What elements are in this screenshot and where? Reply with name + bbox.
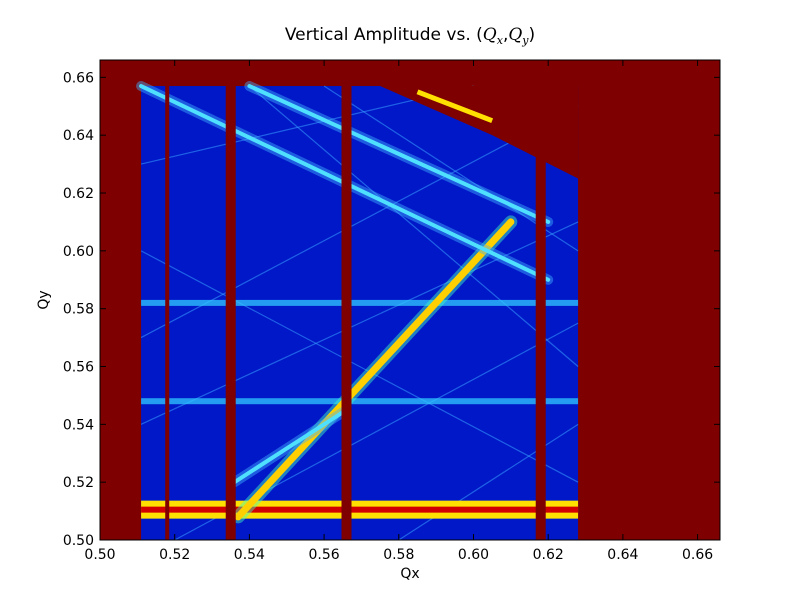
chart-title-sep: , — [503, 25, 508, 45]
x-tick-label: 0.50 — [84, 547, 115, 563]
y-axis-label: Qy — [36, 290, 52, 309]
y-tick-label: 0.60 — [63, 244, 94, 260]
y-tick-label: 0.50 — [63, 533, 94, 549]
chart-title-prefix: Vertical Amplitude vs. ( — [285, 25, 483, 45]
plot-area — [100, 60, 720, 540]
x-tick-label: 0.58 — [383, 547, 414, 563]
faint-resonance-line — [249, 85, 579, 367]
diagonal-band — [232, 407, 349, 485]
x-tick-label: 0.52 — [159, 547, 190, 563]
diagonal-band — [234, 218, 515, 521]
plot-frame — [99, 59, 721, 541]
y-tick-label: 0.52 — [63, 475, 94, 491]
y-tick-label: 0.58 — [63, 302, 94, 318]
y-tick-label: 0.56 — [63, 360, 94, 376]
faint-resonance-line — [140, 105, 579, 339]
chart-title-suffix: ) — [529, 25, 536, 45]
horizontal-band — [141, 299, 579, 306]
x-tick-label: 0.54 — [234, 547, 265, 563]
y-tick-label: 0.66 — [63, 70, 94, 86]
chart-title: Vertical Amplitude vs. (Qx,Qy) — [285, 25, 535, 47]
chart-title-qy-sub: y — [521, 34, 529, 47]
x-axis-label: Qx — [400, 566, 419, 582]
chart-title-qx-sub: x — [497, 34, 504, 47]
horizontal-band — [141, 398, 579, 405]
x-axis-ticks: 0.50 0.52 0.54 0.56 0.58 0.60 0.62 0.64 0.66 — [84, 60, 713, 563]
faint-resonance-line — [140, 250, 579, 483]
chart-title-qy: Q — [508, 25, 522, 45]
y-tick-label: 0.54 — [63, 417, 94, 433]
horizontal-band — [141, 506, 579, 513]
x-tick-label: 0.56 — [309, 547, 340, 563]
y-tick-label: 0.64 — [63, 128, 94, 144]
x-tick-label: 0.66 — [682, 547, 713, 563]
diagonal-band — [247, 84, 551, 224]
x-tick-label: 0.64 — [607, 547, 638, 563]
corner-hot-band — [416, 89, 494, 124]
chart-title-qx: Q — [483, 25, 497, 45]
y-axis-ticks: 0.50 0.52 0.54 0.56 0.58 0.60 0.62 0.64 0.66 — [63, 70, 720, 549]
saturated-vertical-line — [165, 86, 170, 540]
x-tick-label: 0.60 — [458, 547, 489, 563]
saturated-vertical-line — [341, 86, 352, 540]
faint-resonance-line — [140, 221, 579, 425]
saturated-vertical-line — [535, 86, 546, 540]
heatmap-features — [136, 81, 579, 540]
faint-resonance-line — [398, 423, 579, 540]
saturated-corner — [380, 86, 579, 179]
y-tick-label: 0.62 — [63, 186, 94, 202]
saturated-vertical-line — [225, 86, 236, 540]
x-tick-label: 0.62 — [533, 547, 564, 563]
heatmap-data-region — [141, 86, 579, 540]
